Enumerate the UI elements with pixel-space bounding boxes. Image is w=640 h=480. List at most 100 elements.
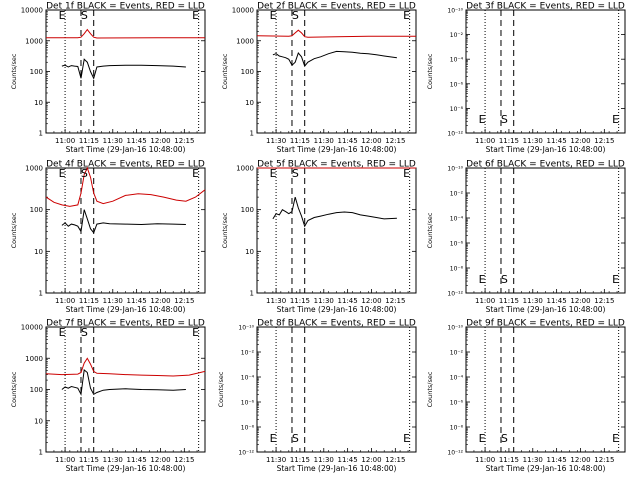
x-tick-label: 11:30 [314,297,334,305]
x-tick-label: 11:00 [475,297,495,305]
series-line-lld [45,357,206,377]
x-tick-label: 11:45 [547,137,567,145]
x-tick-label: 11:45 [127,456,147,464]
y-axis-label: Counts/sec [426,212,434,248]
marker-e1: E [479,273,486,286]
x-tick-label: 12:00 [570,137,590,145]
x-axis-label: Start Time (29-Jan-16 10:48:00) [277,305,397,314]
x-tick-label: 11:30 [266,456,286,464]
marker-e2: E [403,9,410,22]
y-tick-label: 10 [34,417,43,425]
x-tick-label: 11:30 [266,137,286,145]
x-tick-label: 11:45 [127,137,147,145]
y-tick-label: 1000 [25,165,43,173]
plot-frame [465,9,626,134]
panel-title: Det 2f BLACK = Events, RED = LLD [257,2,416,12]
y-tick-label: 1 [250,130,254,138]
series-line-lld [45,166,206,207]
y-axis-label: Counts/sec [221,53,229,89]
plot-frame [45,167,206,294]
y-tick-label: 10⁻⁸ [241,425,255,432]
y-tick-label: 10⁻⁶ [450,81,464,88]
y-tick-label: 10⁻² [241,350,255,357]
x-axis-label: Start Time (29-Jan-16 10:48:00) [277,464,397,473]
x-tick-label: 11:00 [475,456,495,464]
panel-2: Det 2f BLACK = Events, RED = LLD 1 10 100 10… [221,2,417,154]
y-tick-label: 100 [241,68,254,76]
series-line-lld [256,29,416,38]
x-tick-label: 11:15 [79,456,99,464]
y-tick-label: 1 [39,449,43,457]
y-axis-label: Counts/sec [426,53,434,89]
y-tick-label: 10 [245,99,254,107]
y-tick-label: 10⁻¹⁰ [447,325,463,332]
y-tick-label: 10000 [232,7,254,15]
y-tick-label: 10⁻¹² [447,291,463,298]
y-tick-label: 10⁻⁴ [450,216,464,223]
x-tick-label: 11:45 [127,297,147,305]
y-tick-label: 10⁻¹² [447,450,463,457]
series-line-lld [46,28,205,39]
x-tick-label: 12:15 [174,297,194,305]
series-line-events [61,209,186,234]
x-tick-label: 11:15 [499,137,519,145]
marker-s: S [81,167,88,180]
x-tick-label: 12:00 [150,297,170,305]
x-tick-label: 11:30 [523,456,543,464]
panel-title: Det 9f BLACK = Events, RED = LLD [466,319,625,329]
marker-s: S [501,432,508,445]
marker-e1: E [479,113,486,126]
marker-e1: E [270,167,277,180]
panel-title: Det 4f BLACK = Events, RED = LLD [46,160,205,170]
y-tick-label: 10000 [21,7,43,15]
marker-e2: E [192,167,199,180]
y-tick-label: 10 [34,99,43,107]
x-tick-label: 11:30 [103,297,123,305]
marker-s: S [501,113,508,126]
y-tick-label: 10⁻⁸ [450,425,464,432]
x-tick-label: 12:15 [594,456,614,464]
x-tick-label: 11:00 [55,297,75,305]
marker-e1: E [59,167,66,180]
y-tick-label: 10000 [21,324,43,332]
marker-e2: E [403,432,410,445]
panel-title: Det 6f BLACK = Events, RED = LLD [466,160,625,170]
x-axis-label: Start Time (29-Jan-16 10:48:00) [486,305,606,314]
x-tick-label: 11:45 [547,297,567,305]
y-tick-label: 10⁻⁴ [241,375,255,382]
x-tick-label: 11:45 [338,137,358,145]
x-tick-label: 12:15 [174,456,194,464]
plot-frame [465,167,626,294]
y-tick-label: 1000 [25,355,43,363]
y-tick-label: 10⁻² [450,191,464,198]
x-tick-label: 11:15 [290,137,310,145]
x-tick-label: 11:30 [314,456,334,464]
x-tick-label: 11:45 [547,456,567,464]
x-tick-label: 12:15 [385,137,405,145]
x-tick-label: 11:45 [338,456,358,464]
panel-7: Det 7f BLACK = Events, RED = LLD 1 10 100 10… [10,319,206,473]
y-tick-label: 10⁻¹² [447,131,463,138]
marker-e1: E [270,432,277,445]
x-tick-label: 11:30 [314,137,334,145]
x-tick-label: 11:30 [266,297,286,305]
plot-frame [256,9,417,134]
series-line-events [61,58,186,80]
x-tick-label: 12:00 [150,456,170,464]
panel-9: Det 9f BLACK = Events, RED = LLD 10⁻¹² 10⁻… [426,319,626,473]
y-tick-label: 10⁻¹⁰ [447,8,463,15]
marker-s: S [81,326,88,339]
x-tick-label: 12:00 [361,456,381,464]
y-tick-label: 10⁻² [450,32,464,39]
panel-5: Det 5f BLACK = Events, RED = LLD 1 10 100 10… [221,160,417,314]
x-tick-label: 11:15 [499,456,519,464]
series-line-events [272,196,397,228]
y-tick-label: 10 [34,248,43,256]
y-tick-label: 1000 [236,165,254,173]
y-tick-label: 10⁻⁴ [450,375,464,382]
y-tick-label: 10⁻² [450,350,464,357]
y-tick-label: 10⁻⁶ [450,400,464,407]
y-tick-label: 100 [30,206,43,214]
marker-e2: E [612,273,619,286]
